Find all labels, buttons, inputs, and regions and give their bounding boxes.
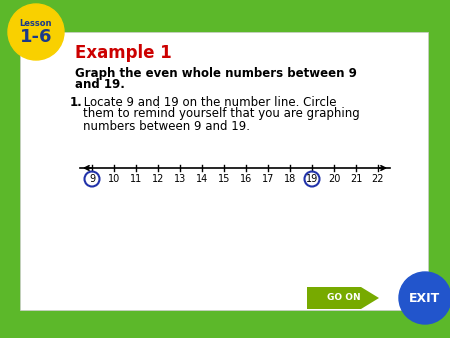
Text: GO ON: GO ON (327, 293, 360, 303)
Circle shape (399, 272, 450, 324)
Text: 9: 9 (89, 174, 95, 184)
Text: numbers between 9 and 19.: numbers between 9 and 19. (83, 120, 250, 132)
FancyBboxPatch shape (20, 32, 428, 310)
Text: 17: 17 (262, 174, 274, 184)
Text: 22: 22 (372, 174, 384, 184)
Text: Example 1: Example 1 (75, 44, 172, 62)
Text: 16: 16 (240, 174, 252, 184)
Text: 15: 15 (218, 174, 230, 184)
Text: them to remind yourself that you are graphing: them to remind yourself that you are gra… (83, 107, 360, 121)
Text: 1-6: 1-6 (20, 28, 52, 46)
Text: Graph the even whole numbers between 9: Graph the even whole numbers between 9 (75, 67, 357, 79)
Text: 14: 14 (196, 174, 208, 184)
Text: 19: 19 (306, 174, 318, 184)
Text: 18: 18 (284, 174, 296, 184)
Text: 20: 20 (328, 174, 340, 184)
Text: Locate 9 and 19 on the number line. Circle: Locate 9 and 19 on the number line. Circ… (80, 96, 337, 108)
Text: 1.: 1. (70, 96, 83, 108)
Text: Lesson: Lesson (20, 19, 52, 27)
Text: 13: 13 (174, 174, 186, 184)
Text: 12: 12 (152, 174, 164, 184)
Text: 10: 10 (108, 174, 120, 184)
Text: and 19.: and 19. (75, 78, 125, 92)
Circle shape (8, 4, 64, 60)
Text: 11: 11 (130, 174, 142, 184)
FancyBboxPatch shape (307, 287, 361, 309)
Text: EXIT: EXIT (410, 291, 441, 305)
Text: 21: 21 (350, 174, 362, 184)
Polygon shape (307, 287, 379, 309)
